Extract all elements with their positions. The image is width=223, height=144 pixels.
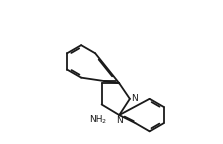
Text: N: N — [131, 94, 138, 103]
Text: NH: NH — [89, 115, 103, 124]
Text: 2: 2 — [102, 119, 106, 124]
Text: N: N — [117, 116, 123, 125]
